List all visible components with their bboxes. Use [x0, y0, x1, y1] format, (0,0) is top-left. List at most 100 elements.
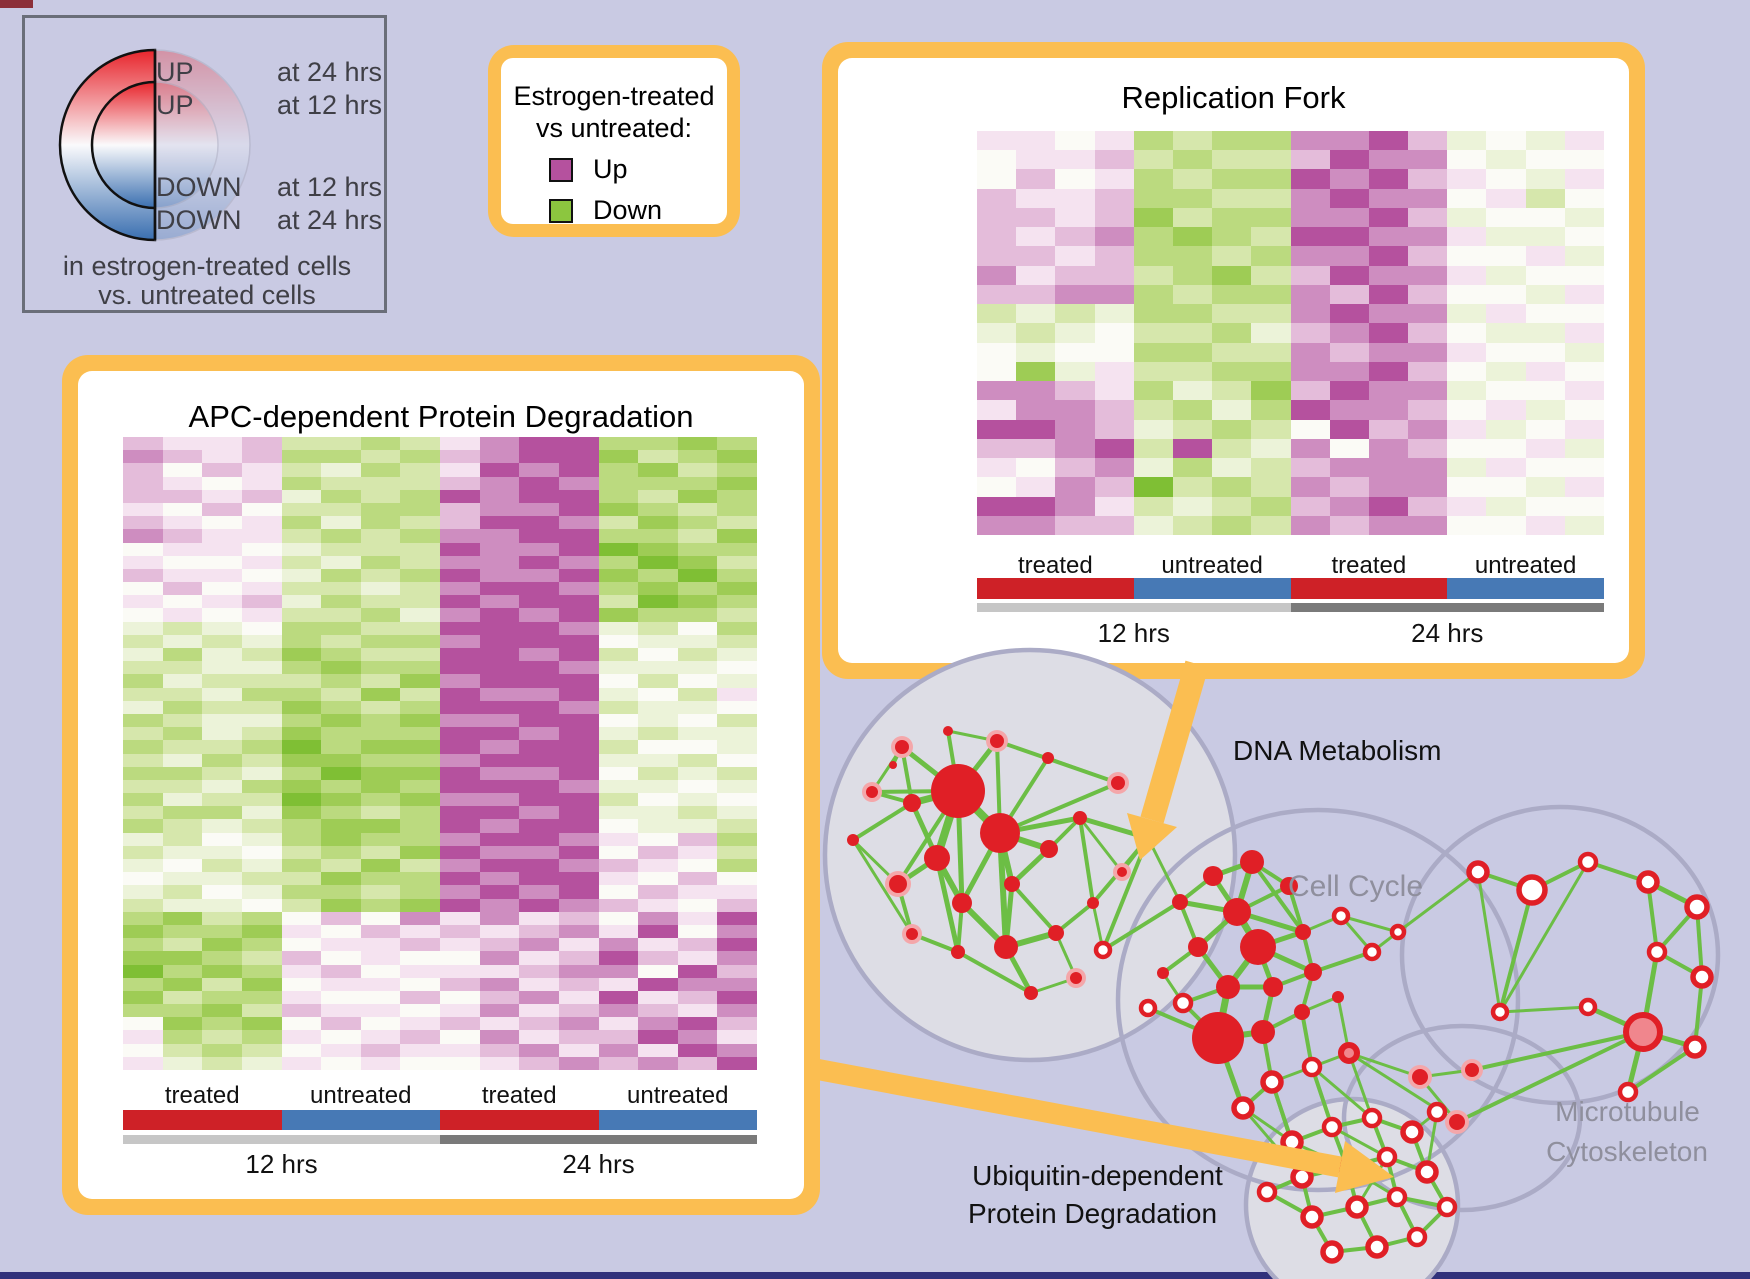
heatmap-cell	[1251, 477, 1291, 497]
network-edge	[1310, 1066, 1334, 1128]
heatmap-cell	[717, 437, 757, 451]
heatmap-cell	[123, 687, 163, 701]
heatmap-cell	[1055, 458, 1095, 478]
gene-node-ring	[1636, 870, 1660, 894]
heatmap-cell	[321, 608, 361, 622]
heatmap-cell	[1094, 246, 1134, 266]
heatmap-cell	[281, 753, 322, 767]
heatmap-cell	[479, 845, 520, 859]
rf-condition-bars	[977, 578, 1604, 599]
heatmap-cell	[360, 740, 401, 754]
heatmap-cell	[360, 502, 401, 517]
heatmap-cell	[1016, 477, 1056, 497]
heatmap-cell	[162, 634, 203, 648]
heatmap-cell	[360, 555, 401, 569]
gene-node-solid	[1294, 1004, 1310, 1020]
heatmap-cell	[202, 1056, 242, 1070]
heatmap-cell	[321, 753, 361, 767]
gene-node-solid	[1240, 929, 1276, 965]
heatmap-cell	[1251, 207, 1291, 228]
heatmap-cell	[123, 674, 163, 688]
heatmap-cell	[281, 687, 322, 701]
heatmap-cell	[1447, 515, 1487, 535]
heatmap-cell	[1172, 342, 1213, 362]
heatmap-cell	[1447, 400, 1487, 420]
heatmap-cell	[558, 1004, 599, 1018]
heatmap-cell	[1290, 400, 1330, 420]
heatmap-cell	[162, 542, 203, 556]
heatmap-cell	[281, 779, 322, 794]
heatmap-cell	[360, 911, 401, 925]
heatmap-cell	[1133, 188, 1173, 208]
heatmap-cell	[241, 938, 282, 952]
heatmap-cell	[598, 555, 639, 569]
heatmap-cell	[1016, 169, 1056, 189]
heatmap-cell	[677, 911, 718, 925]
heatmap-cell	[717, 806, 757, 820]
heatmap-cell	[281, 542, 322, 556]
t24-time-bar	[440, 1135, 757, 1144]
heatmap-cell	[519, 938, 559, 952]
heatmap-cell	[638, 753, 678, 767]
heatmap-cell	[360, 990, 401, 1005]
heatmap-cell	[1564, 246, 1604, 266]
heatmap-cell	[1564, 131, 1604, 151]
corner-mark	[0, 0, 33, 8]
heatmap-cell	[1016, 323, 1056, 343]
gene-node-solid	[1280, 877, 1298, 895]
heatmap-cell	[598, 938, 639, 952]
rf-cond-label-1: treated	[1018, 552, 1093, 579]
heatmap-cell	[1016, 458, 1056, 478]
heatmap-cell	[519, 1043, 559, 1057]
gene-node-ring	[1376, 1146, 1398, 1168]
heatmap-cell	[638, 463, 678, 477]
replication-fork-heatmap	[977, 131, 1604, 535]
heatmap-cell	[677, 1043, 718, 1057]
heatmap-cell	[598, 779, 639, 794]
heatmap-cell	[1212, 361, 1252, 382]
heatmap-cell	[638, 779, 678, 794]
heatmap-cell	[638, 819, 678, 833]
heatmap-cell	[281, 621, 322, 635]
heatmap-cell	[479, 766, 520, 780]
heatmap-cell	[479, 1043, 520, 1057]
heatmap-cell	[123, 555, 163, 569]
legend-time-up12: at 12 hrs	[277, 90, 382, 120]
heatmap-cell	[1525, 361, 1565, 382]
heatmap-cell	[1016, 131, 1056, 151]
heatmap-cell	[717, 990, 757, 1005]
heatmap-cell	[281, 845, 322, 859]
heatmap-cell	[1212, 477, 1252, 497]
heatmap-cell	[400, 502, 440, 517]
heatmap-cell	[321, 674, 361, 688]
gene-node-pink	[1338, 1042, 1360, 1064]
heatmap-cell	[202, 1017, 242, 1031]
heatmap-cell	[677, 1030, 718, 1044]
heatmap-cell	[677, 542, 718, 556]
heatmap-cell	[162, 713, 203, 728]
heatmap-cell	[1408, 227, 1448, 247]
heatmap-cell	[241, 740, 282, 754]
network-edge	[934, 857, 961, 953]
heatmap-cell	[321, 766, 361, 780]
heatmap-cell	[123, 832, 163, 846]
heatmap-cell	[123, 859, 163, 873]
heatmap-cell	[638, 977, 678, 991]
heatmap-cell	[440, 450, 480, 464]
heatmap-cell	[1525, 284, 1565, 305]
heatmap-cell	[638, 924, 678, 939]
heatmap-cell	[321, 740, 361, 754]
heatmap-cell	[1368, 150, 1409, 170]
heatmap-cell	[677, 502, 718, 517]
heatmap-cell	[479, 898, 520, 912]
heatmap-cell	[202, 516, 242, 530]
heatmap-cell	[479, 819, 520, 833]
heatmap-cell	[1408, 188, 1448, 208]
heatmap-cell	[717, 608, 757, 622]
heatmap-cell	[1486, 265, 1526, 285]
heatmap-cell	[162, 845, 203, 859]
heatmap-cell	[1251, 246, 1291, 266]
heatmap-cell	[360, 713, 401, 728]
heatmap-cell	[162, 1017, 203, 1031]
heatmap-cell	[281, 938, 322, 952]
